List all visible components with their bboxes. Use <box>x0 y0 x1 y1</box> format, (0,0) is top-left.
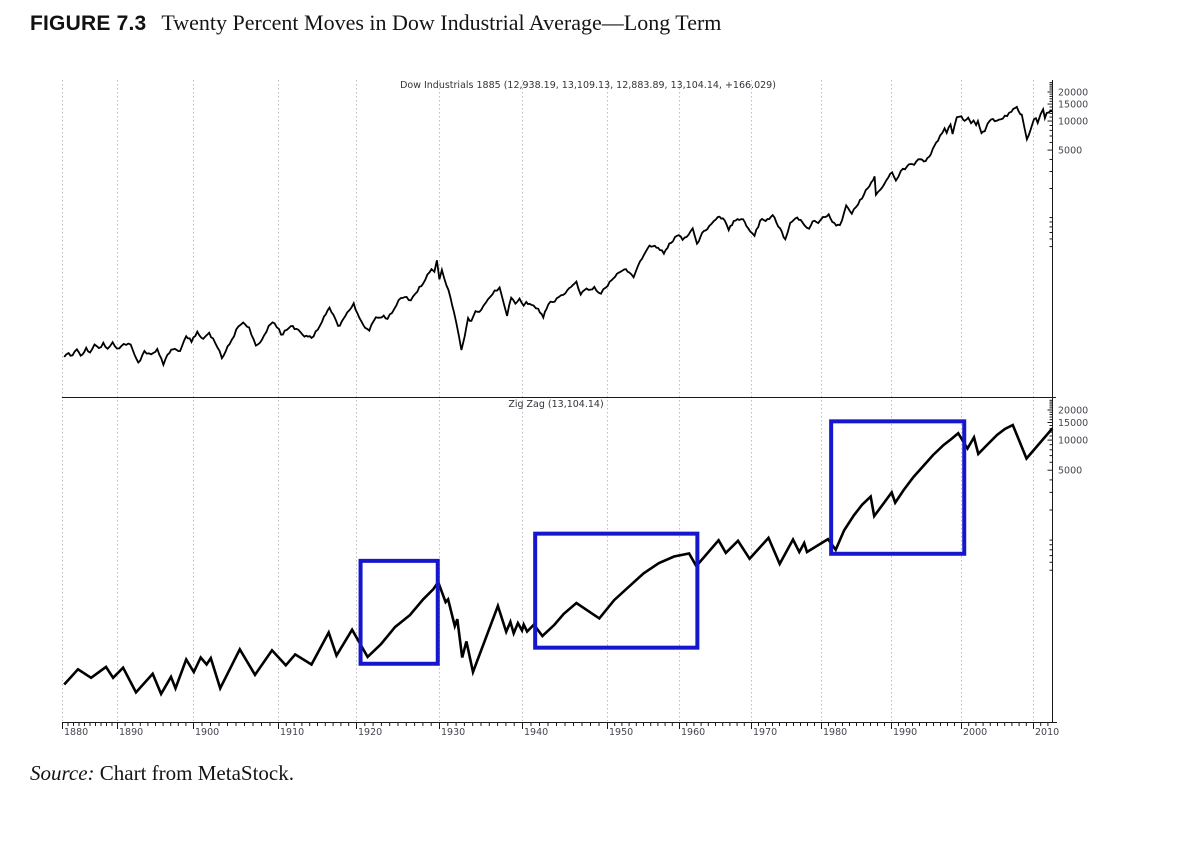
x-tick-label: 1940 <box>524 727 548 738</box>
y-tick-label: 15000 <box>1058 418 1088 429</box>
source-prefix: Source: <box>30 761 95 785</box>
x-tick-label: 1880 <box>64 727 88 738</box>
x-tick-label: 1930 <box>441 727 465 738</box>
decade-gridlines <box>62 80 1034 721</box>
x-tick-label: 1990 <box>893 727 917 738</box>
source-caption: Source: Chart from MetaStock. <box>30 761 294 786</box>
y-tick-label: 10000 <box>1058 436 1088 447</box>
y-tick-label: 5000 <box>1058 146 1082 157</box>
source-text: Chart from MetaStock. <box>94 761 294 785</box>
y-tick-label: 5000 <box>1058 466 1082 477</box>
panel-title: Dow Industrials 1885 (12,938.19, 13,109.… <box>400 80 776 91</box>
y-tick-label: 20000 <box>1058 88 1088 99</box>
x-tick-label: 1960 <box>681 727 705 738</box>
y-tick-label: 15000 <box>1058 100 1088 111</box>
panel-title: Zig Zag (13,104.14) <box>508 399 603 410</box>
x-tick-label: 2000 <box>963 727 987 738</box>
figure-title: Twenty Percent Moves in Dow Industrial A… <box>161 10 722 35</box>
figure-heading: FIGURE 7.3 Twenty Percent Moves in Dow I… <box>30 10 721 36</box>
figure-number-label: FIGURE 7.3 <box>30 12 147 35</box>
x-tick-label: 1910 <box>280 727 304 738</box>
y-axis-ticks <box>1047 82 1053 248</box>
y-axis-ticks <box>1047 399 1053 571</box>
box-1942-1962-bull <box>533 531 700 650</box>
x-tick-label: 1900 <box>195 727 219 738</box>
x-tick-label: 1890 <box>119 727 143 738</box>
axes-frame <box>62 80 1057 723</box>
box-1921-1929-bull <box>358 558 440 666</box>
x-tick-label: 1970 <box>753 727 777 738</box>
box-1982-2000-bull <box>829 419 967 556</box>
x-tick-label: 2010 <box>1035 727 1059 738</box>
y-tick-label: 10000 <box>1058 117 1088 128</box>
zigzag-series <box>63 423 1054 697</box>
dow-daily-series <box>63 105 1053 368</box>
x-tick-label: 1920 <box>358 727 382 738</box>
x-tick-label: 1950 <box>609 727 633 738</box>
x-tick-label: 1980 <box>823 727 847 738</box>
y-tick-label: 20000 <box>1058 406 1088 417</box>
x-axis-ticks <box>62 723 1049 729</box>
